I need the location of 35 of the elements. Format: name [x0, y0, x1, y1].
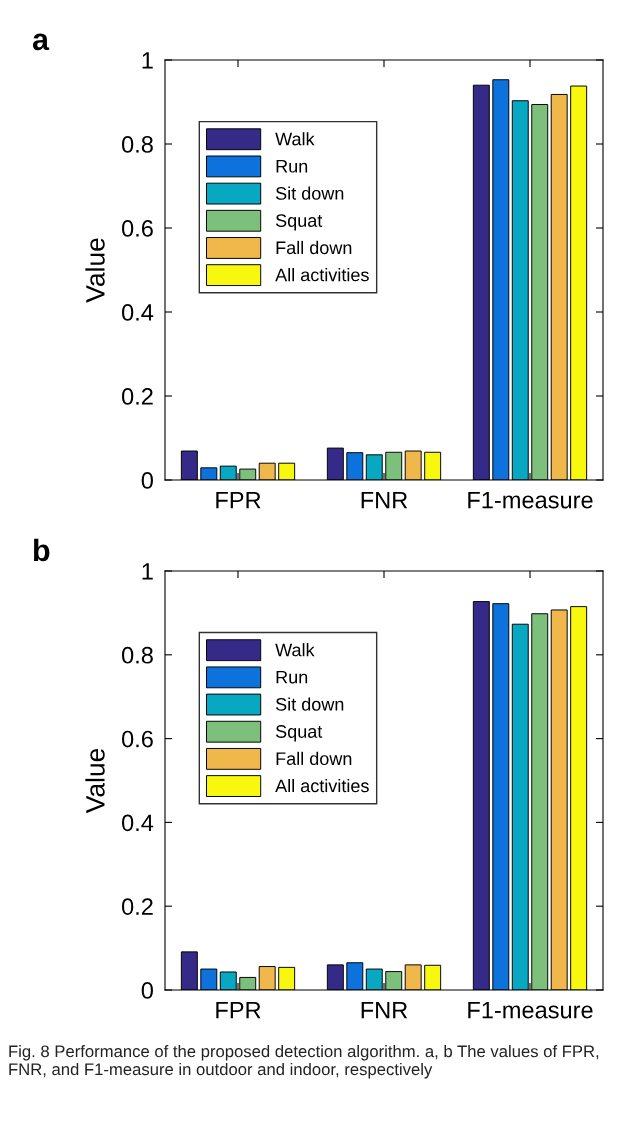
x-tick-label: FPR	[216, 1001, 261, 1019]
y-tick-label: 0	[141, 982, 153, 999]
chart-title: b	[34, 538, 50, 562]
x-tick-label: F1-measure	[468, 1001, 593, 1019]
legend-label: Walk	[275, 132, 315, 146]
x-tick-label: FNR	[361, 491, 408, 509]
y-axis-title: Value	[85, 238, 105, 303]
y-tick-label: 1	[142, 563, 153, 580]
legend-label: Run	[276, 670, 308, 684]
y-tick-label: 0.6	[121, 220, 153, 237]
x-tick-label: F1-measure	[468, 491, 593, 509]
legend-label: Fall down	[276, 751, 352, 766]
caption: Fig. 8 Performance of the proposed detection algorithm. a, b The values of FPR, FNR, and F1-measure in outdoor and indoor, respectively	[9, 1045, 599, 1079]
chart-title: a	[32, 33, 50, 51]
y-axis-title: Value	[85, 748, 105, 814]
y-tick-label: 0.4	[121, 304, 154, 321]
legend-label: All activities	[275, 778, 369, 793]
legend-label: Squat	[275, 725, 323, 742]
y-tick-label: 0.8	[121, 646, 153, 664]
y-tick-label: 0.2	[121, 898, 153, 915]
legend-label: Walk	[275, 643, 315, 657]
y-tick-label: 0	[141, 472, 153, 489]
legend-label: Sit down	[275, 186, 344, 200]
y-tick-label: 0.8	[121, 136, 153, 153]
x-tick-label: FNR	[361, 1001, 408, 1019]
y-tick-label: 1	[142, 52, 153, 69]
legend-label: Run	[276, 160, 308, 173]
y-tick-label: 0.2	[121, 388, 153, 405]
y-tick-label: 0.6	[121, 730, 153, 748]
legend-label: Squat	[275, 214, 323, 231]
legend-label: All activities	[275, 268, 369, 282]
legend-label: Fall down	[276, 240, 352, 255]
legend-label: Sit down	[275, 697, 344, 711]
y-tick-label: 0.4	[121, 814, 154, 832]
x-tick-label: FPR	[216, 491, 261, 509]
